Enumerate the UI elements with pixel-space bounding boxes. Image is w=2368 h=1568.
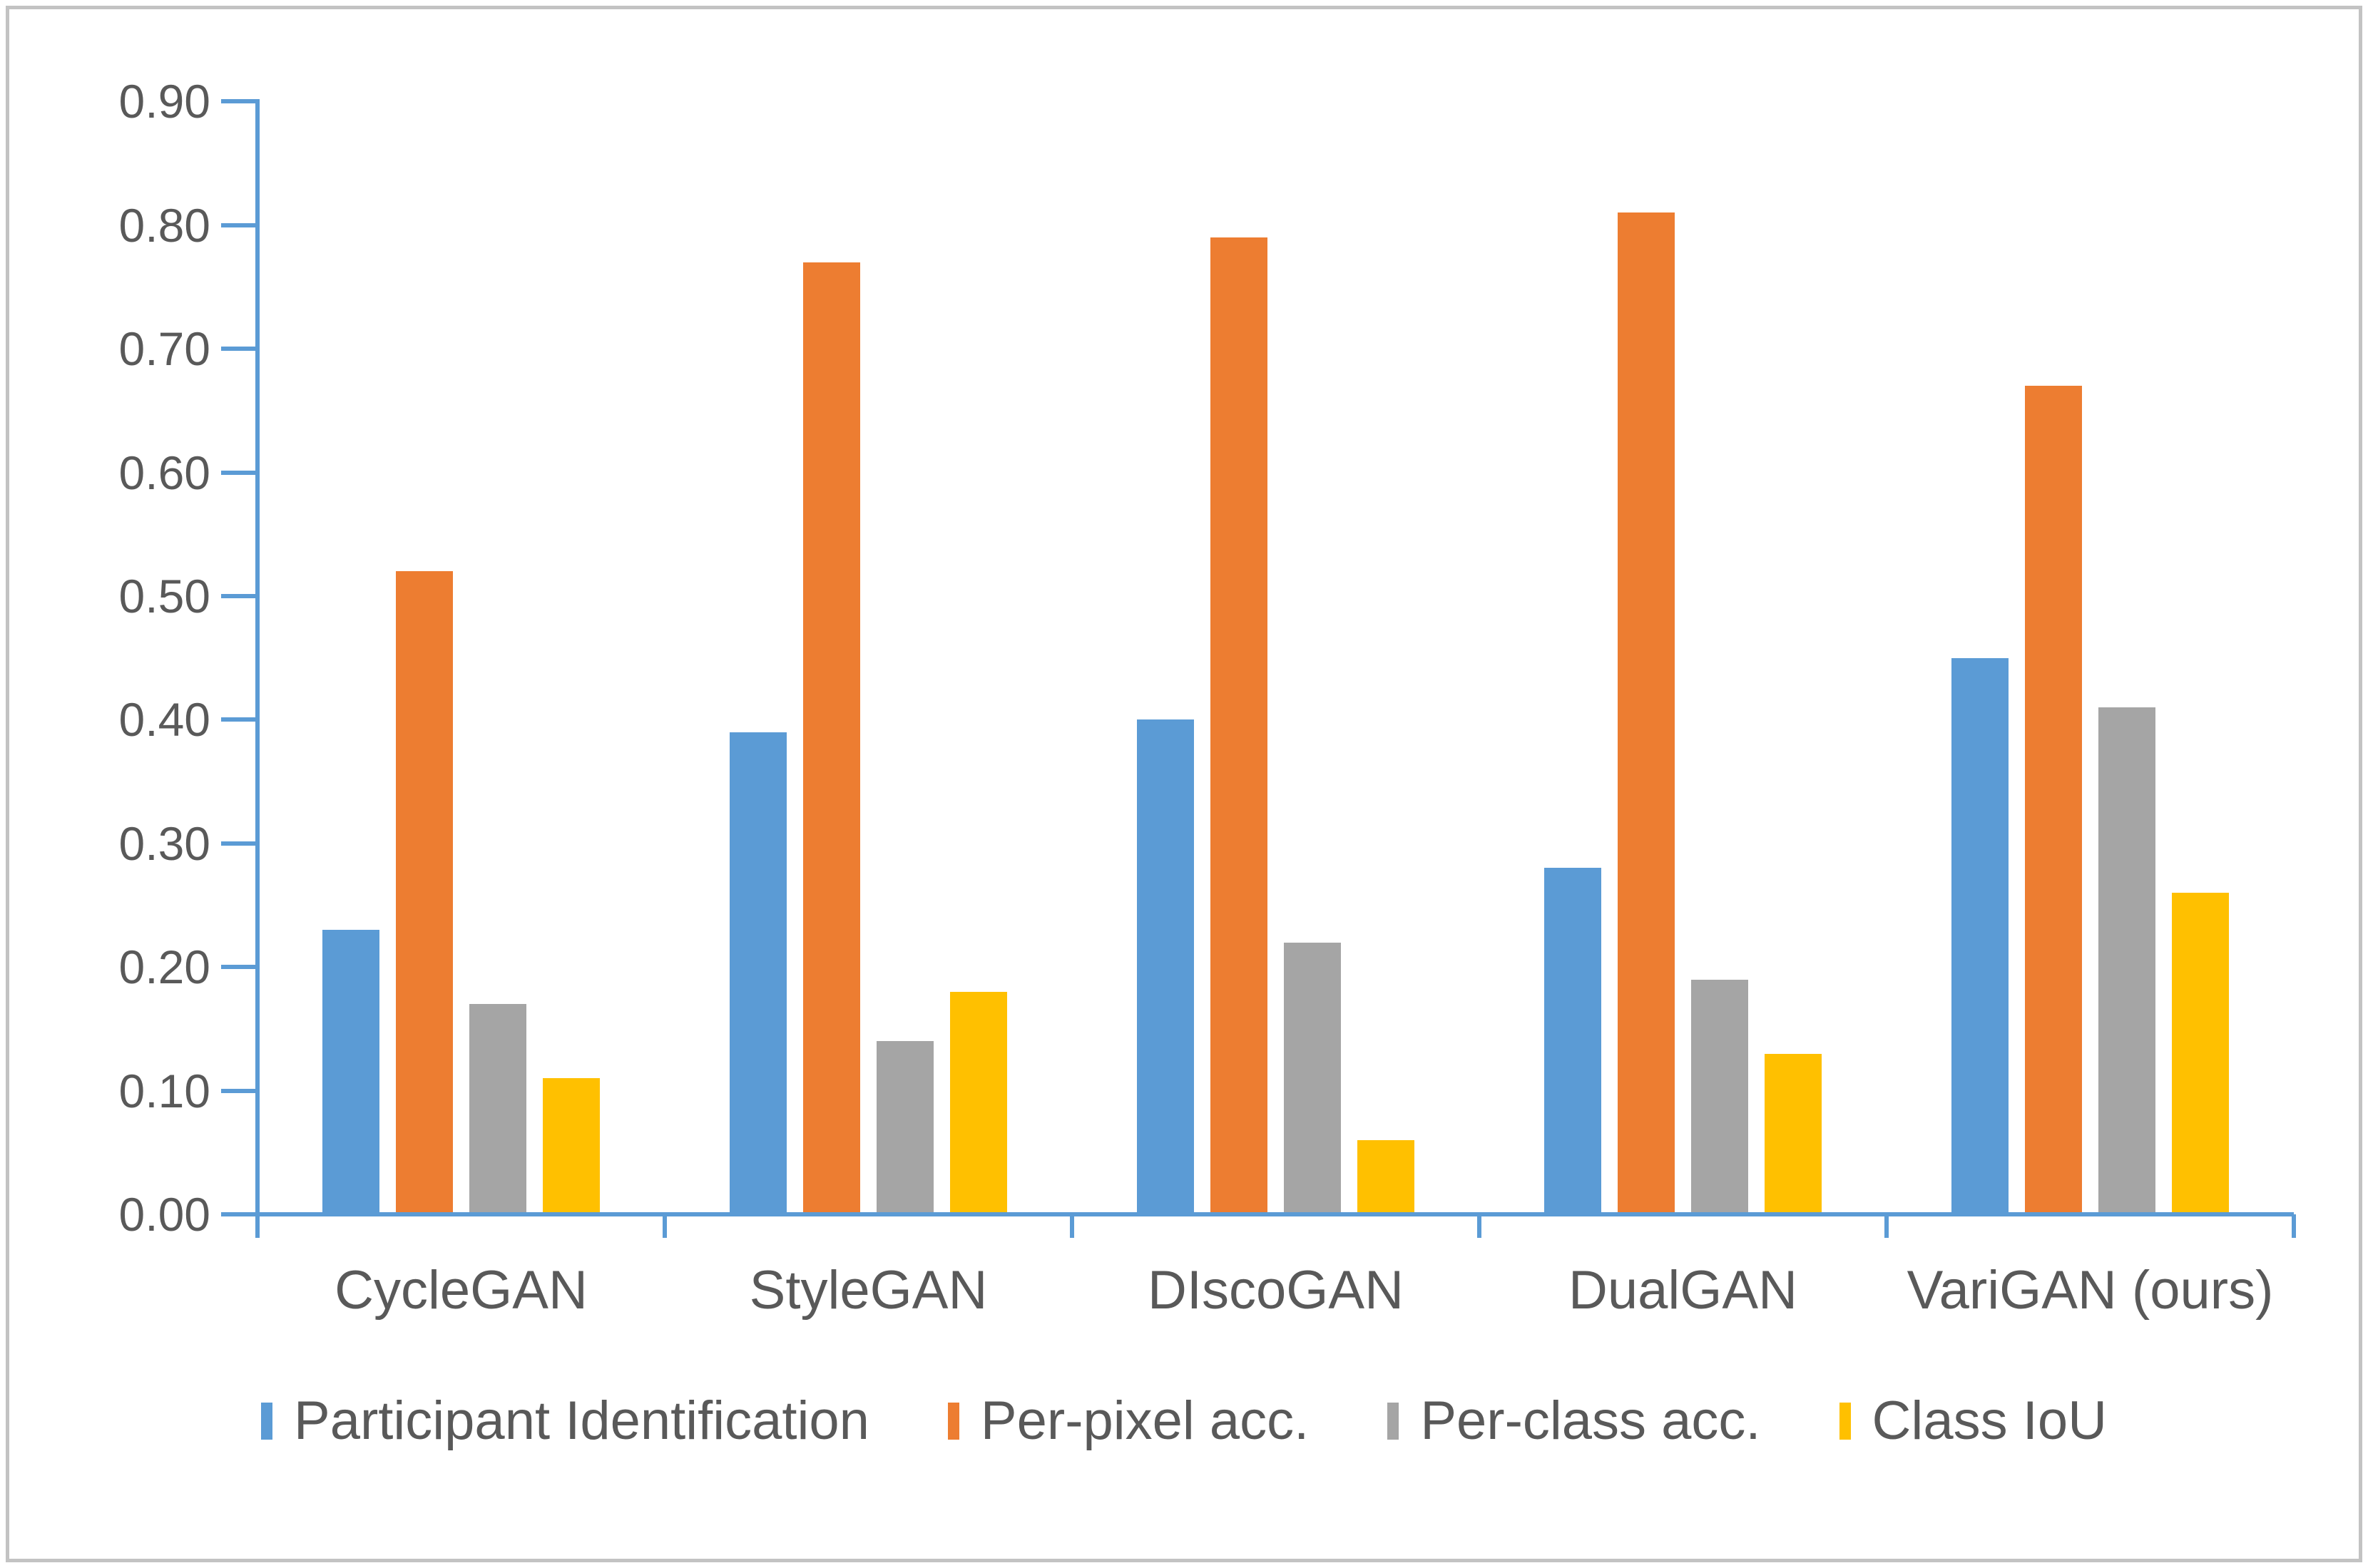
y-tick-label: 0.20 [118,941,210,994]
y-tick-label: 0.60 [118,446,210,499]
legend-item: Per-class acc. [1387,1390,1761,1451]
bar [2025,386,2082,1214]
legend-swatch [261,1403,273,1440]
legend-label: Participant Identification [294,1390,869,1451]
legend-item: Class IoU [1839,1394,2107,1448]
y-tick [221,717,255,722]
x-tick [1477,1214,1481,1238]
y-tick [221,1088,255,1093]
bar [1618,212,1675,1214]
bar [1691,980,1748,1214]
y-tick [221,965,255,970]
legend-item: Participant Identification [261,1394,869,1448]
y-tick-label: 0.30 [118,816,210,870]
y-tick [221,222,255,227]
bar [322,930,379,1214]
y-tick-label: 0.50 [118,570,210,622]
y-tick [221,347,255,352]
category-label: VariGAN (ours) [1907,1260,2274,1321]
legend: Participant Identification Per-pixel acc.… [0,1394,2368,1448]
bar [1210,237,1267,1214]
y-tick-label: 0.70 [118,322,210,376]
category-label: StyleGAN [749,1260,988,1321]
x-tick [663,1214,667,1238]
bar [1765,1054,1822,1214]
y-tick-label: 0.80 [118,198,210,252]
legend-swatch [1839,1403,1851,1440]
y-tick [221,470,255,475]
bar [1357,1140,1414,1214]
bar [1544,868,1601,1214]
legend-swatch [1387,1403,1399,1440]
y-tick [221,841,255,846]
bar [950,992,1007,1214]
y-tick [221,99,255,104]
bar [1284,943,1341,1214]
x-axis-line [255,1212,2294,1216]
y-tick-label: 0.00 [118,1188,210,1241]
x-tick [1070,1214,1074,1238]
legend-swatch [947,1403,959,1440]
bar [803,262,860,1214]
y-axis-line [255,99,260,1238]
y-tick-label: 0.10 [118,1064,210,1117]
legend-item: Per-pixel acc. [947,1390,1310,1451]
x-tick [2292,1214,2296,1238]
category-label: DualGAN [1568,1260,1797,1321]
bar [396,571,453,1214]
category-label: CycleGAN [335,1260,588,1321]
bar [469,1004,526,1214]
bar [1951,658,2009,1214]
x-tick [1884,1214,1889,1238]
bar [2172,893,2229,1214]
y-tick [221,594,255,598]
category-label: DIscoGAN [1148,1260,1404,1321]
legend-label: Class IoU [1872,1390,2107,1451]
bar [2098,707,2155,1214]
legend-label: Per-class acc. [1420,1390,1761,1451]
legend-label: Per-pixel acc. [980,1390,1310,1451]
x-tick [255,1214,260,1238]
y-tick-label: 0.90 [118,75,210,128]
bar [877,1041,934,1214]
bar [1137,719,1194,1214]
y-tick [221,1212,255,1216]
bar [730,732,787,1214]
y-tick-label: 0.40 [118,693,210,747]
bar [543,1078,600,1214]
